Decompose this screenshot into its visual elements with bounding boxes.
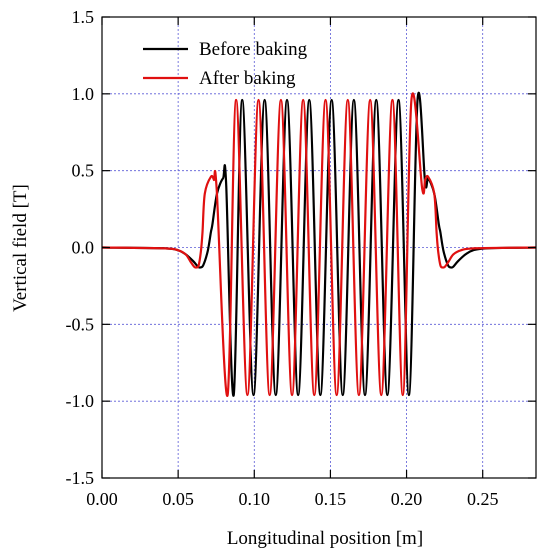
y-tick-label: -0.5 <box>66 314 95 334</box>
x-tick-label: 0.25 <box>467 489 499 509</box>
y-tick-label: -1.5 <box>66 468 95 488</box>
legend-label: Before baking <box>199 39 308 60</box>
x-tick-label: 0.20 <box>391 489 423 509</box>
axis-ticks <box>101 16 536 479</box>
y-axis-label: Vertical field [T] <box>10 184 31 312</box>
tick-labels: 0.00 0.05 0.10 0.15 0.20 0.25 1.5 1.0 0.5 0.0 -0.5… <box>66 7 499 509</box>
series-line-1 <box>101 92 537 397</box>
x-tick-label: 0.15 <box>315 489 347 509</box>
x-axis-label: Longitudinal position [m] <box>227 528 423 549</box>
series-lines <box>101 91 537 397</box>
y-tick-label: 1.5 <box>72 7 95 27</box>
x-tick-label: 0.05 <box>162 489 194 509</box>
legend-label: After baking <box>199 68 296 89</box>
y-tick-label: 1.0 <box>72 84 95 104</box>
x-tick-label: 0.00 <box>86 489 118 509</box>
x-tick-label: 0.10 <box>239 489 271 509</box>
y-tick-label: 0.5 <box>72 161 95 181</box>
y-tick-label: -1.0 <box>66 391 95 411</box>
y-tick-label: 0.0 <box>72 238 95 258</box>
legend: Before baking After baking <box>143 39 308 89</box>
